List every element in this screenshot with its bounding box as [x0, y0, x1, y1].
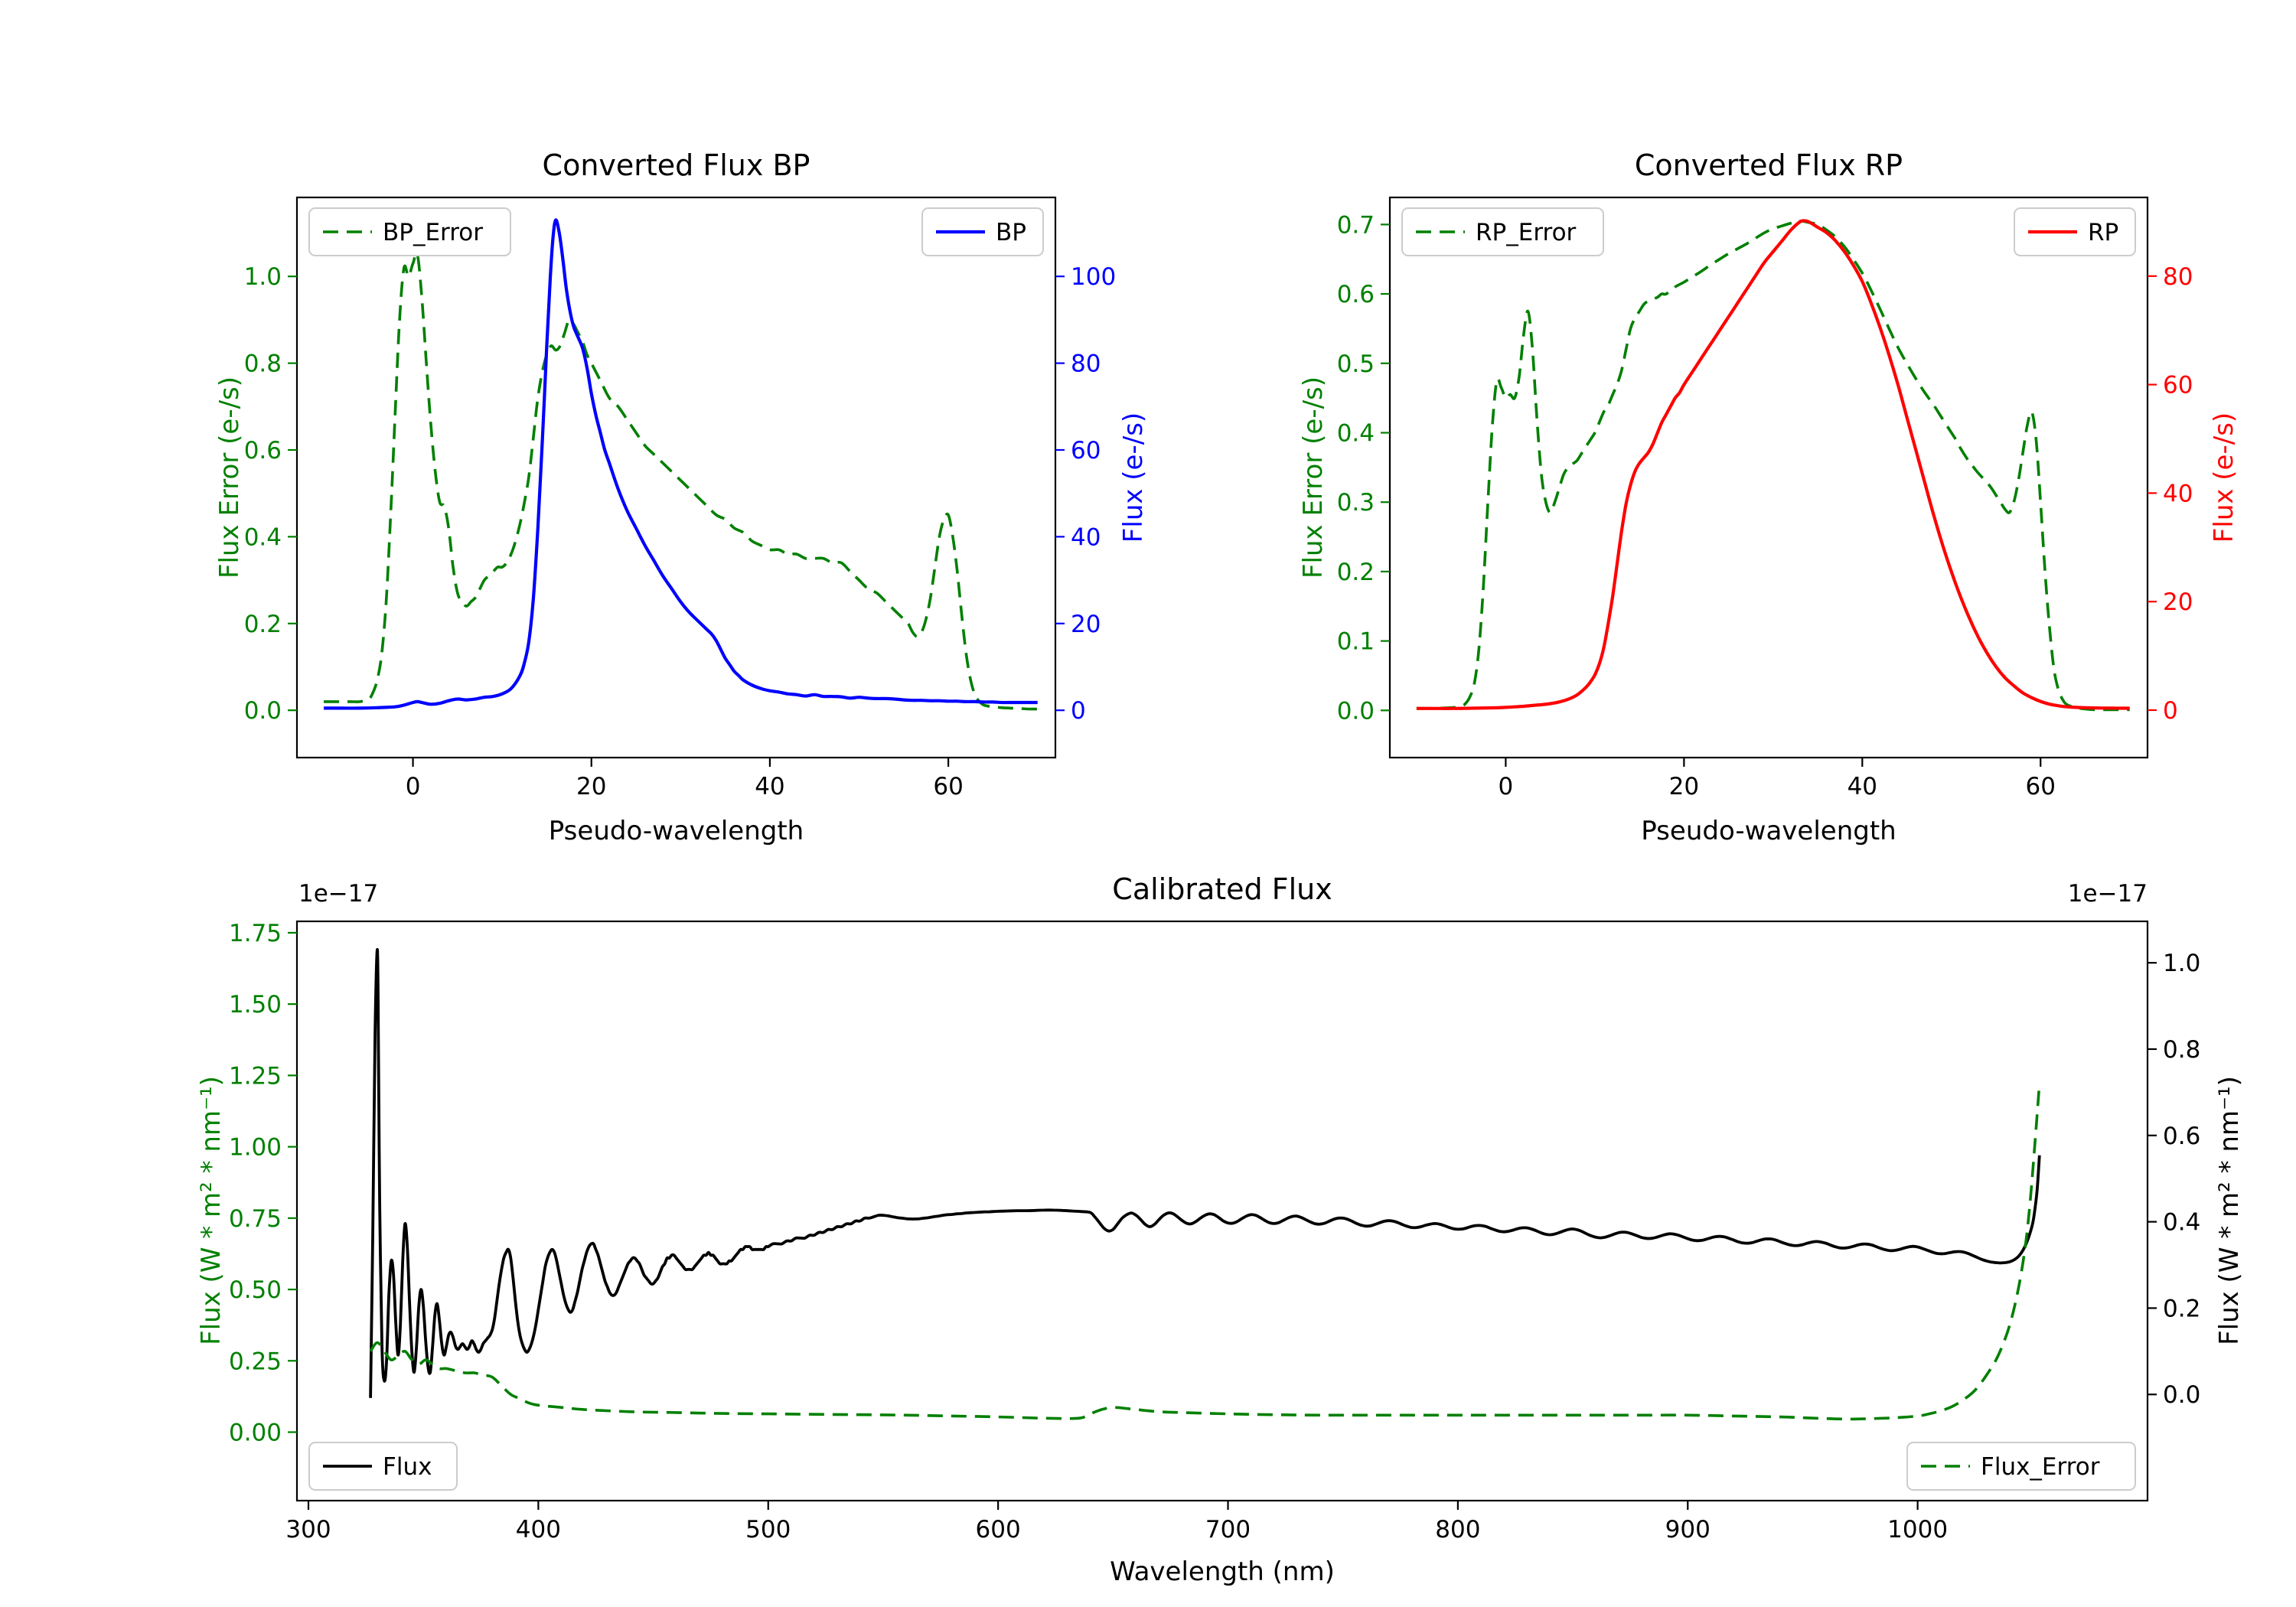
ylabel-rp-flux: Flux (e-/s)	[2209, 412, 2239, 543]
y-tick-label-left: 0.0	[1337, 697, 1375, 725]
y-tick-label-right: 100	[1071, 263, 1116, 291]
x-tick-label: 20	[576, 773, 606, 800]
xlabel-rp: Pseudo-wavelength	[1641, 816, 1896, 846]
axes-frame	[1388, 196, 2149, 759]
series-rp	[1416, 219, 2130, 710]
ylabel-bp-error: Flux Error (e-/s)	[214, 376, 245, 579]
ylabel-calibrated-right: Flux (W * m² * nm⁻¹)	[2214, 1076, 2245, 1345]
legend-label: BP	[996, 219, 1026, 246]
legend-rp: RP	[2014, 207, 2136, 256]
x-tick-label: 600	[976, 1516, 1021, 1543]
legend-label: Flux_Error	[1981, 1453, 2100, 1481]
ylabel-calibrated-left: Flux (W * m² * nm⁻¹)	[196, 1076, 227, 1345]
y-tick-label-left: 0.6	[1337, 281, 1375, 308]
y-tick-label-right: 20	[2163, 588, 2193, 616]
y-tick-label-left: 0.00	[229, 1420, 282, 1447]
series-flux	[369, 948, 2041, 1398]
x-tick-label: 900	[1665, 1516, 1711, 1543]
y-tick-label-left: 0.1	[1337, 628, 1375, 656]
y-tick-label-left: 1.00	[229, 1134, 282, 1162]
axes-frame	[295, 196, 1057, 759]
y-tick-label-right: 0.0	[2163, 1381, 2200, 1409]
y-tick-label-left: 0.50	[229, 1276, 282, 1304]
y-tick-label-right: 0.6	[2163, 1123, 2200, 1150]
y-tick-label-left: 1.75	[229, 920, 282, 947]
legend-flux_error: Flux_Error	[1906, 1442, 2136, 1491]
y-tick-label-right: 0	[2163, 697, 2178, 725]
y-tick-label-left: 0.3	[1337, 489, 1375, 517]
legend-box	[308, 1442, 458, 1491]
legend-box	[1401, 207, 1604, 256]
ylabel-bp-flux: Flux (e-/s)	[1118, 412, 1149, 543]
x-tick-label: 1000	[1887, 1516, 1948, 1543]
y-tick-label-right: 60	[1071, 437, 1101, 464]
y-tick-label-left: 0.2	[1337, 559, 1375, 586]
y-tick-label-right: 1.0	[2163, 950, 2200, 977]
axes-frame	[295, 920, 2149, 1502]
legend-label: RP	[2088, 219, 2118, 246]
offset-text-left: 1e−17	[298, 880, 379, 908]
y-tick-label-right: 0.4	[2163, 1209, 2200, 1237]
y-tick-label-right: 0.2	[2163, 1295, 2200, 1322]
x-tick-label: 0	[1499, 773, 1514, 800]
series-flux_error	[369, 1083, 2041, 1421]
panel-title-bp: Converted Flux BP	[542, 148, 810, 182]
xlabel-bp: Pseudo-wavelength	[548, 816, 804, 846]
y-tick-label-right: 0	[1071, 697, 1086, 725]
x-tick-label: 0	[406, 773, 421, 800]
y-tick-label-left: 0.7	[1337, 211, 1375, 239]
panel-title-calibrated: Calibrated Flux	[1112, 872, 1332, 906]
legend-label: RP_Error	[1476, 219, 1577, 246]
x-tick-label: 60	[933, 773, 963, 800]
legend-box	[1906, 1442, 2136, 1491]
xlabel-wavelength: Wavelength (nm)	[1110, 1556, 1335, 1587]
series-rp_error	[1416, 219, 2130, 712]
legend-flux: Flux	[308, 1442, 458, 1491]
y-tick-label-left: 0.4	[244, 523, 282, 551]
x-tick-label: 20	[1669, 773, 1699, 800]
panel-rp: 0 20 40 60 0.0 0.1 0.2 0.3 0.4 0.5 0.6 0.7 0 20 40 60 80…	[1337, 196, 2193, 800]
x-tick-label: 300	[285, 1516, 331, 1543]
legend-bp: BP	[921, 207, 1044, 256]
y-tick-label-left: 0.75	[229, 1205, 282, 1233]
y-tick-label-right: 80	[2163, 263, 2193, 291]
y-tick-label-left: 0.4	[1337, 419, 1375, 447]
x-tick-label: 40	[755, 773, 784, 800]
y-tick-label-right: 20	[1071, 611, 1101, 638]
panel-bp: 0 20 40 60 0.0 0.2 0.4 0.6 0.8 1.0 0 20 40 60 80 100 BP_…	[244, 196, 1116, 800]
legend-label: BP_Error	[383, 219, 483, 246]
series-bp	[324, 218, 1038, 710]
legend-rp_error: RP_Error	[1401, 207, 1604, 256]
y-tick-label-right: 80	[1071, 350, 1101, 378]
series-bp_error	[324, 251, 1038, 711]
y-tick-label-left: 0.0	[244, 697, 282, 725]
y-tick-label-left: 0.25	[229, 1348, 282, 1375]
x-tick-label: 500	[745, 1516, 791, 1543]
y-tick-label-right: 40	[1071, 523, 1101, 551]
panel-calibrated: 300 400 500 600 700 800 900 1000 0.00 0.25 0.50 0.7…	[229, 920, 2200, 1543]
y-tick-label-left: 0.6	[244, 437, 282, 464]
y-tick-label-left: 0.2	[244, 611, 282, 638]
y-tick-label-left: 0.5	[1337, 350, 1375, 378]
x-tick-label: 800	[1435, 1516, 1480, 1543]
legend-label: Flux	[383, 1453, 432, 1481]
x-tick-label: 400	[516, 1516, 561, 1543]
y-tick-label-left: 1.0	[244, 263, 282, 291]
x-tick-label: 60	[2026, 773, 2056, 800]
y-tick-label-right: 60	[2163, 372, 2193, 399]
legend-bp_error: BP_Error	[308, 207, 511, 256]
y-tick-label-left: 0.8	[244, 350, 282, 378]
y-tick-label-left: 1.25	[229, 1062, 282, 1090]
y-tick-label-right: 0.8	[2163, 1036, 2200, 1064]
x-tick-label: 40	[1848, 773, 1877, 800]
ylabel-rp-error: Flux Error (e-/s)	[1298, 376, 1329, 579]
panel-title-rp: Converted Flux RP	[1634, 148, 1903, 182]
x-tick-label: 700	[1205, 1516, 1251, 1543]
y-tick-label-left: 1.50	[229, 991, 282, 1019]
offset-text-right: 1e−17	[2067, 880, 2148, 908]
legend-box	[308, 207, 511, 256]
y-tick-label-right: 40	[2163, 480, 2193, 507]
